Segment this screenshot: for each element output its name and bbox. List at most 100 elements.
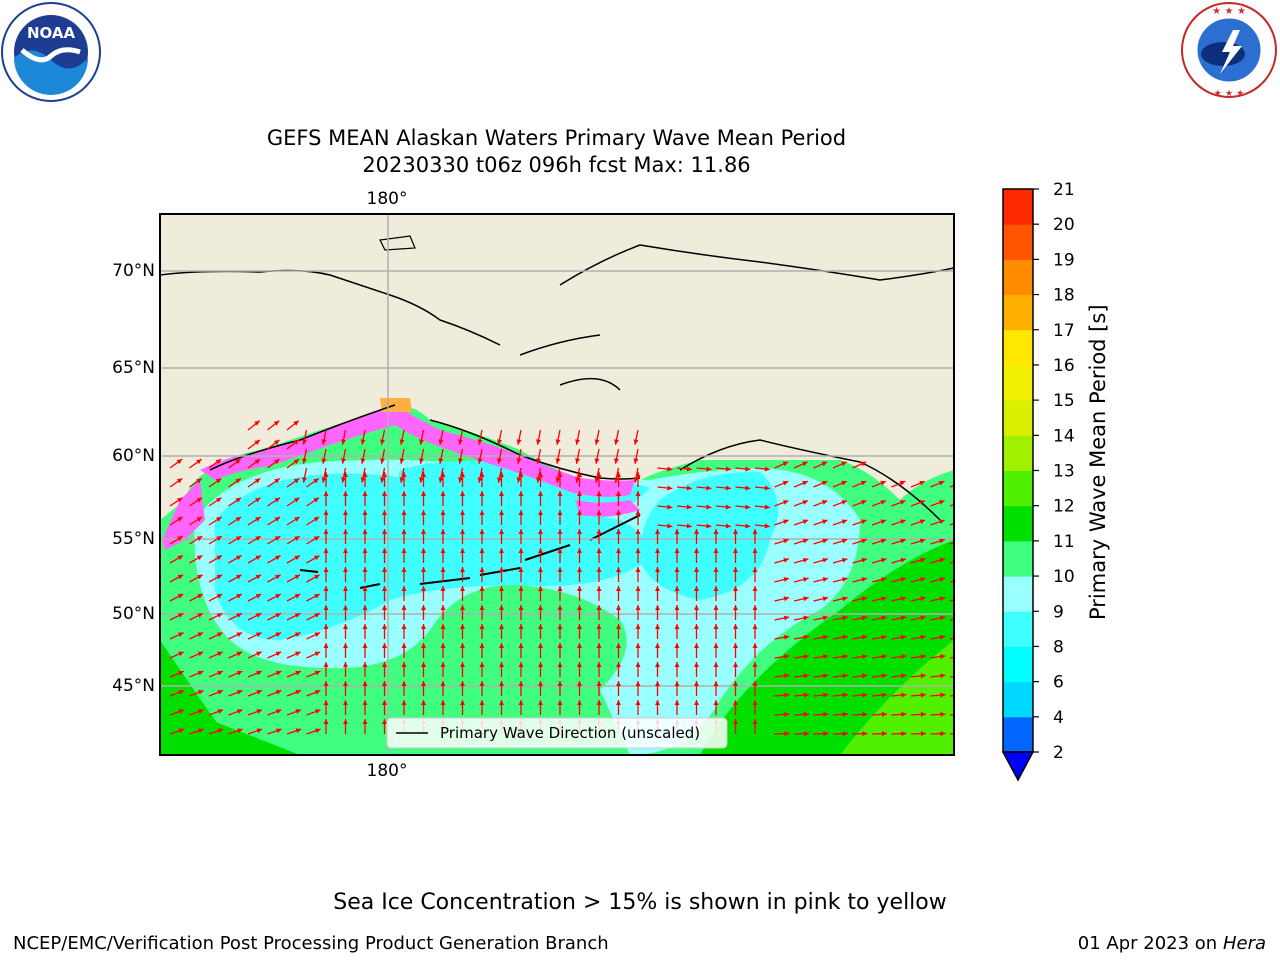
wave-arrow-head [274,555,281,561]
footer-date: 01 Apr 2023 on Hera [1078,933,1266,954]
wave-arrow-head [460,529,465,534]
wave-arrow-head [577,548,582,553]
wave-arrow-head [313,555,320,561]
wave-arrow-head [841,519,848,525]
wave-arrow-head [382,700,387,705]
wave-arrow-head [401,472,407,477]
wave-arrow-head [274,516,281,522]
wave-arrow-head [633,439,639,445]
wave-arrow-head [783,519,789,525]
wave-arrow-head [674,624,680,629]
wave-arrow-head [460,491,465,496]
wave-arrow-head [764,466,770,472]
wave-arrow-head [343,700,348,705]
wave-arrow-head [752,681,758,686]
wave-arrow-head [343,491,348,496]
colorbar-tick-label: 11 [1053,532,1075,552]
wave-arrow-head [419,458,424,464]
wave-arrow [949,503,954,507]
wave-arrow-head [784,731,790,737]
wave-arrow-head [862,731,868,737]
wave-arrow-head [314,690,321,695]
wave-arrow-head [725,466,731,472]
wave-arrow-head [176,478,183,484]
wave-arrow-head [880,480,886,486]
wave-arrow-head [479,662,485,667]
wave-arrow-head [842,615,848,621]
wave-arrow-head [216,516,222,522]
wave-arrow-head [694,586,699,591]
wave-arrow-head [557,548,563,553]
wave-arrow-head [382,491,387,496]
wave-arrow-head [217,728,224,734]
wave-arrow-head [499,624,504,629]
wave-arrow-head [380,439,385,445]
wave-arrow-head [236,632,243,638]
wave-arrow-head [959,635,964,640]
wave-arrow-head [518,681,524,686]
wave-arrow-head [725,504,731,510]
wave-arrow-head [497,439,502,445]
wave-arrow-head [460,662,465,667]
wave-arrow-head [236,574,242,580]
wave-arrow-head [713,624,719,629]
wave-arrow-head [217,651,223,657]
wave-arrow-head [275,594,281,599]
wave-arrow-head [518,548,524,553]
wave-arrow-head [823,654,829,660]
wave-arrow-head [176,497,183,503]
wave-arrow-head [940,654,946,660]
wave-arrow-head [382,719,387,724]
wave-arrow-head [538,491,543,496]
wave-arrow-head [752,567,758,572]
colorbar-tick-label: 4 [1053,708,1064,728]
wave-arrow-head [362,624,368,629]
wave-arrow-head [362,472,368,477]
wave-arrow [949,656,954,659]
wave-arrow-head [294,613,301,618]
wave-arrow-head [401,491,407,496]
wave-arrow-head [518,605,524,610]
wave-arrow-head [275,613,281,618]
wave-arrow-head [802,519,809,525]
wave-arrow [949,522,954,526]
wave-arrow-head [713,567,719,572]
colorbar-tick-label: 12 [1053,497,1075,517]
wave-arrow-head [499,681,504,686]
wave-arrow-head [177,536,183,541]
wave-arrow-head [460,472,465,477]
wave-arrow-head [900,577,907,582]
wave-arrow-head [674,700,680,705]
wave-arrow-head [920,634,926,640]
wave-arrow-head [960,731,965,736]
wave-arrow-head [939,596,946,602]
wave-arrow-head [538,567,543,572]
wave-arrow-head [382,624,387,629]
wave-arrow-head [479,510,485,515]
wave-arrow-head [823,673,829,679]
wave-arrow-head [616,624,621,629]
colorbar-tick-label: 16 [1053,356,1075,376]
wave-arrow-head [421,586,426,591]
wave-arrow-head [899,500,906,505]
wave-arrow-head [421,529,426,534]
wave-arrow-head [341,477,346,483]
wave-arrow-head [382,567,387,572]
wave-arrow-head [460,624,465,629]
wave-arrow-head [440,662,446,667]
wave-arrow-head [440,548,446,553]
colorbar: 2 4 6 8 9 10 11 12 13 14 15 16 17 18 19 20 21 [1001,180,1075,782]
wave-arrow-head [401,567,407,572]
wave-arrow-head [401,510,407,515]
wave-arrow-head [401,529,407,534]
wave-arrow-head [440,510,446,515]
wave-arrow-head [499,662,504,667]
wave-arrow-head [256,651,262,657]
wave-arrow-head [596,548,602,553]
colorbar-cell [1003,576,1033,612]
wave-arrow-head [745,466,751,472]
wave-arrow-head [557,491,563,496]
map-frame [159,213,955,756]
wave-arrow-head [557,586,563,591]
wave-arrow-head [254,459,261,465]
